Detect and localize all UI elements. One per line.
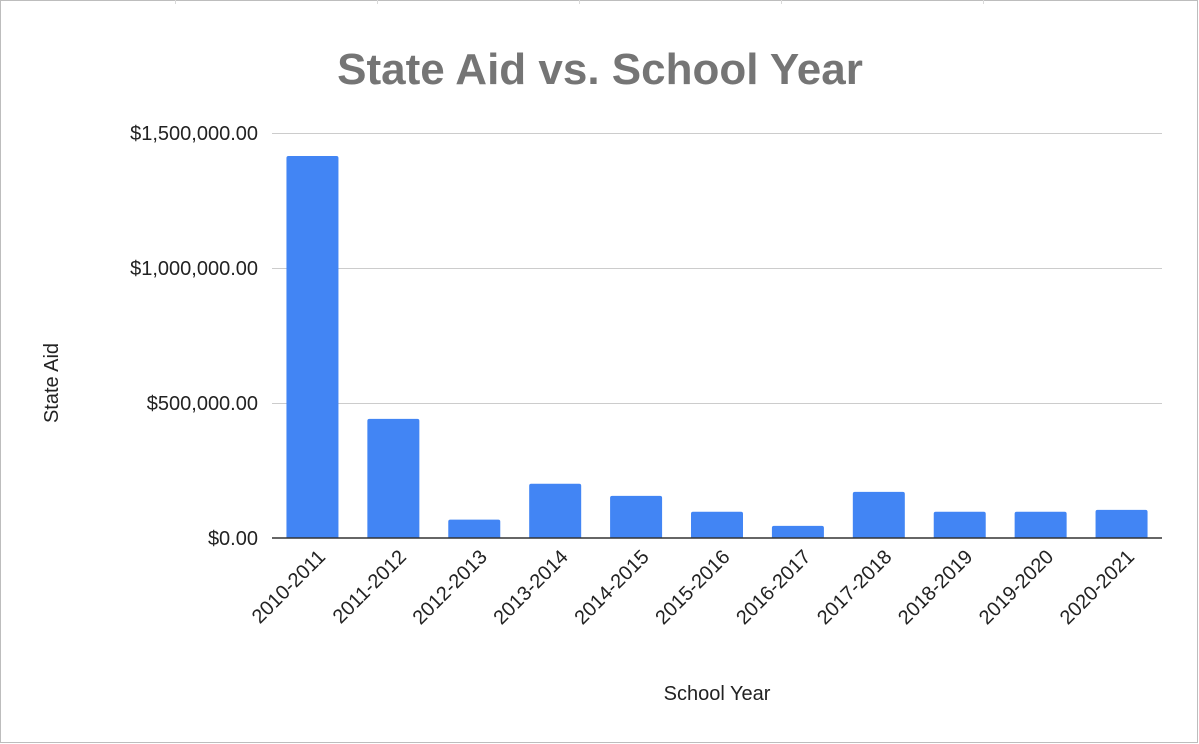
bar (1014, 511, 1067, 538)
bar (286, 155, 339, 538)
y-tick-label: $0.00 (208, 528, 258, 550)
bar (852, 491, 905, 538)
sheet-cell-borders (175, 0, 984, 4)
bar (771, 525, 824, 538)
bar (933, 511, 986, 538)
bar (691, 511, 743, 538)
x-axis-label: School Year (664, 683, 771, 705)
bar (529, 483, 582, 538)
y-tick-label: $500,000.00 (147, 393, 258, 415)
gridlines (272, 133, 1162, 404)
y-axis-label: State Aid (41, 343, 63, 423)
bar (1095, 509, 1148, 538)
y-tick-label: $1,000,000.00 (130, 258, 258, 280)
bar (367, 418, 420, 538)
y-tick-label: $1,500,000.00 (130, 123, 258, 145)
chart-title: State Aid vs. School Year (337, 45, 863, 94)
bar (610, 495, 663, 538)
y-tick-labels: $0.00 $500,000.00 $1,000,000.00 $1,500,000.… (130, 123, 258, 550)
bars (286, 155, 1148, 538)
bar (448, 519, 501, 538)
